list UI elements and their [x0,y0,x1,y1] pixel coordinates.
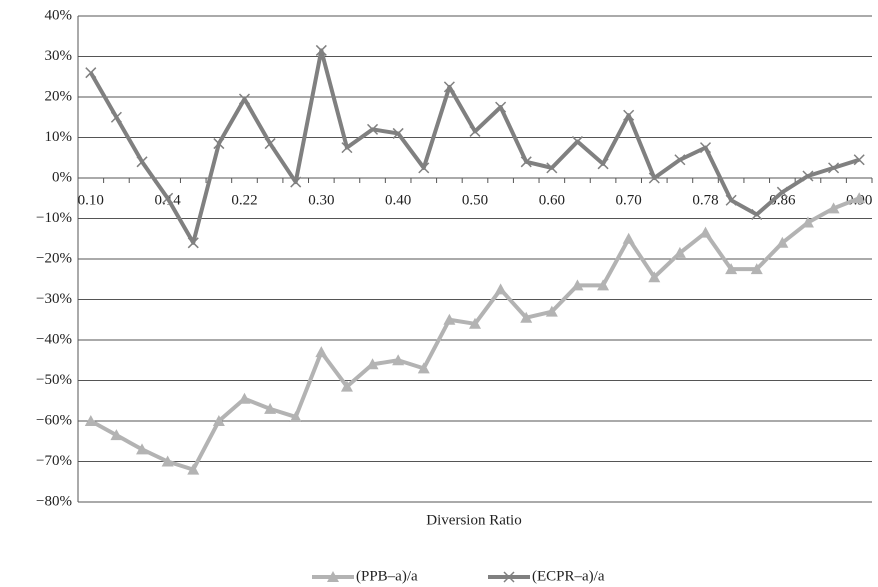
x-tick-label: 0.30 [308,192,334,208]
marker [327,571,339,582]
y-tick-label: −60% [36,412,72,428]
marker [828,162,840,174]
marker [315,346,328,358]
legend-label: (ECPR–a)/a [532,568,605,584]
y-tick-label: 30% [45,48,73,64]
marker [648,271,661,283]
marker [622,232,635,244]
marker [853,192,866,204]
marker [367,123,379,135]
marker [136,443,149,455]
marker [546,162,558,174]
x-tick-label: 0.60 [539,192,565,208]
marker [366,358,379,370]
marker [495,101,507,113]
x-tick-label: 0.40 [385,192,411,208]
series-line [89,48,860,245]
marker [469,125,481,137]
marker [571,136,583,148]
marker [751,208,763,220]
x-tick-label: 0.70 [616,192,642,208]
marker [110,111,122,123]
marker [725,263,738,275]
marker [110,429,123,441]
marker [801,216,814,228]
marker [623,109,635,121]
marker [392,354,405,366]
x-tick-label: 0.22 [231,192,257,208]
y-tick-label: 40% [45,7,73,23]
y-tick-label: 0% [52,169,72,185]
y-tick-label: −70% [36,453,72,469]
legend-item: (PPB–a)/a [312,568,418,584]
marker [238,93,251,105]
marker [341,142,353,154]
y-tick-label: 10% [45,129,73,145]
marker [674,154,686,166]
legend-label: (PPB–a)/a [356,568,418,584]
marker [443,313,456,325]
marker [494,283,507,295]
marker [213,138,225,150]
marker [776,236,789,248]
marker [212,415,225,426]
marker [290,176,302,188]
marker [289,410,302,422]
marker [699,226,712,238]
marker [503,571,515,583]
y-tick-label: −40% [36,331,72,347]
y-tick-label: −20% [36,250,72,266]
marker [136,156,148,168]
x-axis-label: Diversion Ratio [426,512,521,528]
y-tick-label: −30% [36,291,72,307]
marker [648,172,660,184]
x-tick-label: 0.10 [78,192,104,208]
y-tick-label: −50% [36,372,72,388]
y-tick-label: 20% [45,88,73,104]
marker [469,317,481,329]
marker [161,455,174,467]
y-tick-label: −10% [36,210,72,226]
marker [443,81,455,93]
marker [187,463,200,475]
marker [571,279,584,291]
marker [417,362,430,374]
marker [776,186,788,198]
x-tick-label: 0.50 [462,192,488,208]
legend-item: (ECPR–a)/a [488,568,605,584]
marker [392,127,404,139]
marker [597,279,610,291]
marker [264,402,277,414]
y-tick-label: −80% [36,493,72,509]
marker [238,392,251,404]
marker [264,138,276,150]
marker [750,263,763,275]
marker [545,305,558,317]
marker [340,380,353,392]
marker [85,67,97,79]
marker [187,237,199,249]
marker [725,194,737,206]
marker [802,170,814,182]
marker [699,142,712,154]
marker [853,154,865,166]
series-line [89,196,860,472]
marker [673,246,686,258]
marker [827,202,840,214]
marker [84,415,97,426]
marker [418,162,430,174]
x-tick-label: 0.78 [692,192,718,208]
marker [315,44,327,56]
marker [520,156,532,168]
marker [520,311,533,323]
marker [597,158,609,170]
marker [162,192,174,204]
